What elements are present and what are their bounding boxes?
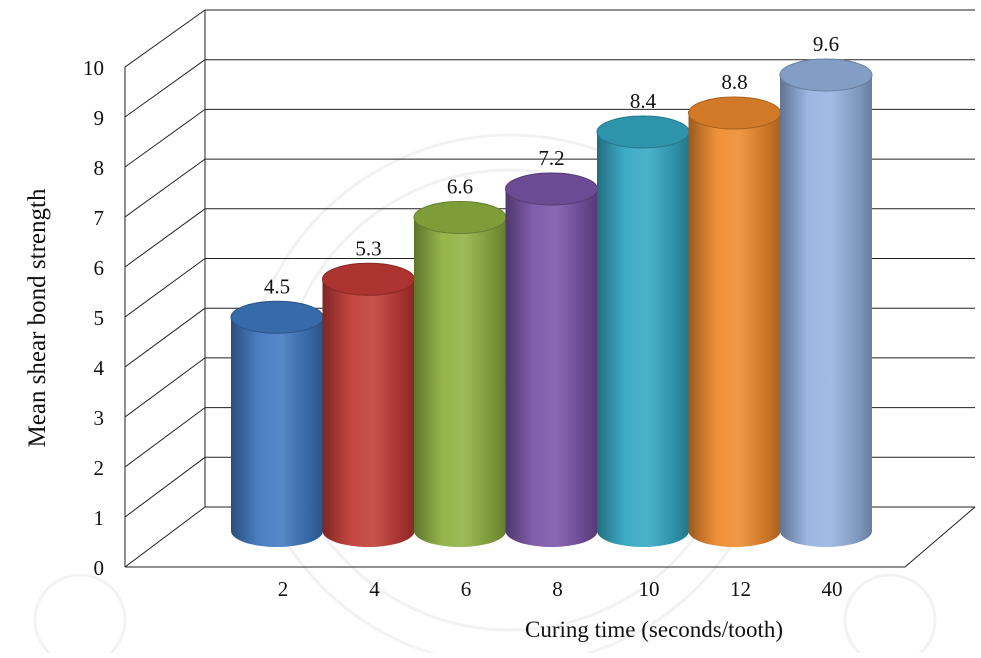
y-tick-labels: 0 1 2 3 4 5 6 7 8 9 10: [83, 56, 105, 580]
x-tick-label: 4: [369, 577, 380, 601]
y-tick-label: 3: [94, 406, 105, 430]
bar-body: [597, 132, 689, 547]
data-label: 8.8: [721, 70, 747, 94]
bar-10: 8.4: [596, 89, 690, 547]
bar-4: 5.3: [322, 236, 415, 547]
y-tick-label: 0: [94, 556, 105, 580]
data-label: 9.6: [813, 32, 839, 56]
bar-body: [322, 279, 415, 547]
y-tick-label: 6: [94, 256, 105, 280]
bar-2: 4.5: [230, 274, 324, 547]
bar-12: 8.8: [688, 70, 781, 547]
bar-6: 6.6: [413, 175, 507, 547]
bar-top: [230, 300, 324, 334]
x-tick-label: 2: [278, 577, 289, 601]
y-tick-label: 9: [94, 106, 105, 130]
data-label: 6.6: [447, 175, 473, 199]
bar-body: [780, 75, 872, 547]
y-tick-label: 4: [94, 356, 105, 380]
y-tick-label: 8: [94, 156, 105, 180]
x-tick-label: 8: [552, 577, 563, 601]
data-label: 5.3: [355, 236, 381, 260]
x-axis-title: Curing time (seconds/tooth): [525, 617, 784, 642]
bar-top: [505, 172, 598, 206]
data-label: 7.2: [538, 146, 564, 170]
y-tick-label: 5: [94, 306, 105, 330]
x-tick-label: 10: [639, 577, 660, 601]
y-tick-label: 1: [94, 506, 105, 530]
bars: 4.5 5.3 6.6 7.2 8.4 8.8 9.6: [230, 32, 873, 547]
data-label: 8.4: [630, 89, 657, 113]
bar-top: [322, 262, 415, 296]
y-axis-title: Mean shear bond strength: [24, 188, 51, 448]
bar-body: [688, 113, 781, 547]
bar-top: [596, 115, 690, 149]
x-tick-label: 12: [730, 577, 751, 601]
x-tick-label: 6: [461, 577, 472, 601]
y-tick-label: 10: [83, 56, 104, 80]
y-tick-label: 2: [94, 456, 105, 480]
data-label: 4.5: [264, 274, 290, 298]
bar-body: [505, 189, 598, 547]
y-tick-label: 7: [94, 206, 105, 230]
bar-top: [413, 201, 507, 234]
bar-body: [231, 317, 323, 547]
bar-body: [414, 217, 506, 547]
x-tick-labels: 2 4 6 8 10 12 40: [278, 577, 843, 601]
x-tick-label: 40: [822, 577, 843, 601]
bar-top: [688, 96, 781, 130]
bar-8: 7.2: [505, 146, 598, 547]
bar-top: [779, 58, 873, 92]
bar-40: 9.6: [779, 32, 873, 547]
